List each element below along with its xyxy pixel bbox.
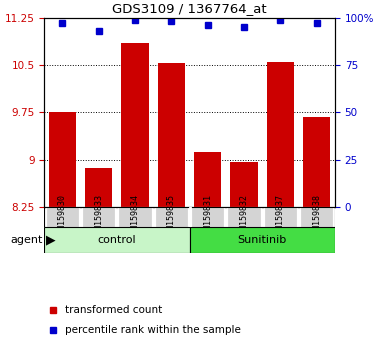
- Title: GDS3109 / 1367764_at: GDS3109 / 1367764_at: [112, 2, 267, 15]
- Text: GSM159835: GSM159835: [167, 194, 176, 239]
- Bar: [228, 207, 261, 227]
- Bar: [119, 207, 152, 227]
- Bar: [300, 207, 333, 227]
- Bar: [158, 63, 185, 207]
- Text: Sunitinib: Sunitinib: [238, 235, 287, 245]
- Bar: [44, 227, 190, 253]
- Bar: [190, 227, 335, 253]
- Bar: [155, 207, 188, 227]
- Text: transformed count: transformed count: [65, 305, 162, 315]
- Bar: [231, 162, 258, 207]
- Text: GSM159837: GSM159837: [276, 194, 285, 239]
- Bar: [122, 43, 149, 207]
- Text: GSM159832: GSM159832: [239, 194, 249, 239]
- Bar: [267, 62, 294, 207]
- Bar: [82, 207, 116, 227]
- Bar: [85, 168, 112, 207]
- Text: GSM159838: GSM159838: [312, 194, 321, 239]
- Text: control: control: [98, 235, 136, 245]
- Bar: [191, 207, 224, 227]
- Bar: [264, 207, 297, 227]
- Bar: [46, 207, 79, 227]
- Text: GSM159834: GSM159834: [131, 194, 140, 239]
- Text: GSM159833: GSM159833: [94, 194, 103, 239]
- Text: agent: agent: [10, 235, 42, 245]
- Bar: [49, 113, 76, 207]
- Text: ▶: ▶: [46, 233, 56, 246]
- Bar: [194, 152, 221, 207]
- Bar: [303, 117, 330, 207]
- Text: GSM159831: GSM159831: [203, 194, 212, 239]
- Text: GSM159830: GSM159830: [58, 194, 67, 239]
- Text: percentile rank within the sample: percentile rank within the sample: [65, 325, 241, 336]
